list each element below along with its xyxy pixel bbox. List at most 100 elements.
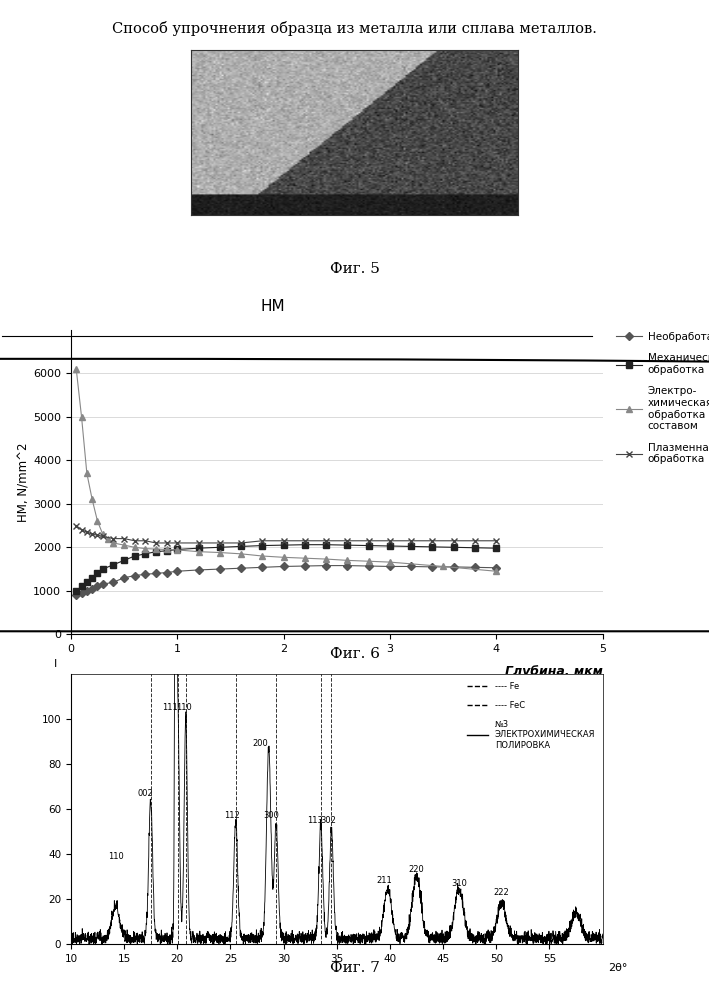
Плазменная
обработка — [130, 534, 139, 546]
Электро-
химическая
обработка новы
составом — [120, 539, 128, 551]
Механическая
обработка — [88, 571, 96, 583]
Плазменная
обработка — [72, 519, 81, 531]
Электро-
химическая
обработка новы
составом — [237, 547, 245, 559]
Электро-
химическая
обработка новы
составом — [258, 550, 267, 562]
Электро-
химическая
обработка новы
составом — [364, 555, 373, 567]
Механическая
обработка — [343, 539, 352, 551]
Электро-
химическая
обработка новы
составом — [386, 556, 394, 568]
Необработанная — [88, 582, 96, 594]
Механическая
обработка — [141, 547, 150, 559]
Электро-
химическая
обработка новы
составом — [72, 363, 81, 375]
Плазменная
обработка — [386, 534, 394, 546]
Механическая
обработка — [258, 539, 267, 551]
Необработанная — [99, 578, 107, 590]
Механическая
обработка — [322, 538, 330, 550]
Электро-
химическая
обработка новы
составом — [439, 560, 447, 572]
Text: I: I — [55, 659, 57, 669]
Text: 113: 113 — [308, 815, 323, 825]
Электро-
химическая
обработка новы
составом — [88, 494, 96, 505]
Необработанная — [322, 559, 330, 571]
Механическая
обработка — [450, 541, 458, 553]
Плазменная
обработка — [94, 529, 102, 541]
Механическая
обработка — [72, 584, 81, 596]
Необработанная — [258, 561, 267, 573]
Плазменная
обработка — [428, 534, 437, 546]
Плазменная
обработка — [99, 530, 107, 542]
Механическая
обработка — [301, 538, 309, 550]
Необработанная — [237, 562, 245, 574]
Необработанная — [94, 580, 102, 592]
Необработанная — [130, 569, 139, 581]
Электро-
химическая
обработка новы
составом — [216, 546, 224, 558]
Плазменная
обработка — [258, 534, 267, 546]
Необработанная — [428, 560, 437, 572]
Плазменная
обработка — [88, 528, 96, 540]
Электро-
химическая
обработка новы
составом — [109, 537, 118, 549]
Электро-
химическая
обработка новы
составом — [99, 528, 107, 540]
Электро-
химическая
обработка новы
составом — [77, 411, 86, 423]
Text: 200: 200 — [252, 739, 268, 748]
Text: НМ: НМ — [261, 300, 285, 315]
Необработанная — [450, 560, 458, 572]
Необработанная — [343, 559, 352, 571]
Text: Фиг. 5: Фиг. 5 — [330, 262, 379, 276]
Text: Фиг. 6: Фиг. 6 — [330, 647, 379, 661]
Плазменная
обработка — [82, 526, 91, 538]
Механическая
обработка — [364, 539, 373, 551]
Плазменная
обработка — [216, 537, 224, 549]
Text: 002: 002 — [138, 788, 153, 798]
Необработанная — [216, 563, 224, 575]
Text: 300: 300 — [263, 811, 279, 820]
Электро-
химическая
обработка новы
составом — [141, 542, 150, 554]
Плазменная
обработка — [364, 534, 373, 546]
Механическая
обработка — [279, 539, 288, 551]
Электро-
химическая
обработка новы
составом — [173, 543, 182, 555]
Необработанная — [364, 560, 373, 572]
Механическая
обработка — [94, 567, 102, 579]
Необработанная — [492, 561, 501, 573]
Text: 220: 220 — [408, 865, 425, 874]
Необработанная — [162, 566, 171, 578]
Text: Способ упрочнения образца из металла или сплава металлов.: Способ упрочнения образца из металла или… — [112, 21, 597, 36]
Необработанная — [194, 564, 203, 576]
Плазменная
обработка — [279, 534, 288, 546]
Line: Необработанная: Необработанная — [74, 562, 499, 598]
Legend: Необработанная, Механическая
обработка, Электро-
химическая
обработка новы
соста: Необработанная, Механическая обработка, … — [613, 329, 709, 468]
Электро-
химическая
обработка новы
составом — [162, 543, 171, 555]
Необработанная — [120, 571, 128, 583]
Механическая
обработка — [173, 543, 182, 555]
Text: Фиг. 7: Фиг. 7 — [330, 961, 379, 975]
Необработанная — [407, 560, 415, 572]
Электро-
химическая
обработка новы
составом — [301, 552, 309, 564]
Плазменная
обработка — [162, 537, 171, 549]
Плазменная
обработка — [237, 537, 245, 549]
Механическая
обработка — [109, 558, 118, 570]
Механическая
обработка — [428, 540, 437, 552]
Необработанная — [72, 589, 81, 601]
Необработанная — [141, 568, 150, 580]
Механическая
обработка — [99, 563, 107, 575]
Механическая
обработка — [152, 545, 160, 557]
Text: 2θ°: 2θ° — [608, 963, 627, 973]
Механическая
обработка — [471, 541, 479, 553]
Text: 111: 111 — [162, 703, 178, 712]
Электро-
химическая
обработка новы
составом — [343, 554, 352, 566]
Плазменная
обработка — [141, 534, 150, 546]
Электро-
химическая
обработка новы
составом — [279, 551, 288, 563]
Электро-
химическая
обработка новы
составом — [322, 553, 330, 565]
Text: 222: 222 — [493, 887, 510, 897]
Механическая
обработка — [386, 540, 394, 552]
Электро-
химическая
обработка новы
составом — [130, 541, 139, 553]
Механическая
обработка — [407, 540, 415, 552]
Необработанная — [471, 561, 479, 573]
Text: 112: 112 — [223, 811, 240, 820]
Механическая
обработка — [237, 540, 245, 552]
Механическая
обработка — [82, 576, 91, 588]
Text: 302: 302 — [320, 815, 336, 825]
Необработанная — [109, 576, 118, 588]
Плазменная
обработка — [120, 532, 128, 544]
Text: 211: 211 — [376, 876, 393, 885]
Y-axis label: НМ, N/mm^2: НМ, N/mm^2 — [17, 443, 30, 521]
Плазменная
обработка — [194, 537, 203, 549]
Необработанная — [82, 584, 91, 596]
